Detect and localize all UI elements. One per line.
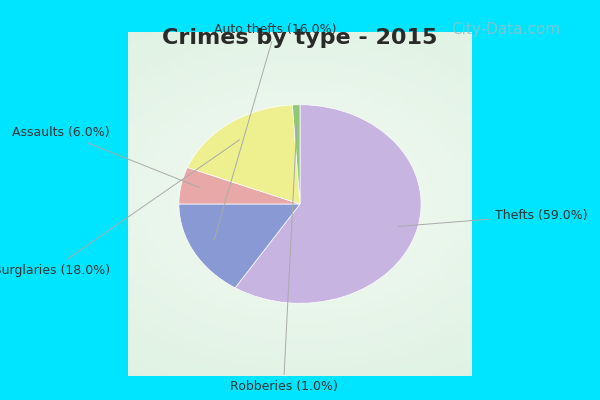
Text: Thefts (59.0%): Thefts (59.0%): [398, 208, 588, 226]
Text: Auto thefts (16.0%): Auto thefts (16.0%): [214, 23, 337, 240]
Text: City-Data.com: City-Data.com: [451, 22, 560, 37]
Wedge shape: [292, 105, 300, 204]
Wedge shape: [179, 204, 300, 288]
Text: Crimes by type - 2015: Crimes by type - 2015: [163, 28, 437, 48]
Text: Burglaries (18.0%): Burglaries (18.0%): [0, 140, 239, 276]
Text: Robberies (1.0%): Robberies (1.0%): [230, 126, 337, 393]
Wedge shape: [187, 105, 300, 204]
Text: Assaults (6.0%): Assaults (6.0%): [13, 126, 200, 188]
Wedge shape: [235, 105, 421, 303]
Wedge shape: [179, 168, 300, 204]
